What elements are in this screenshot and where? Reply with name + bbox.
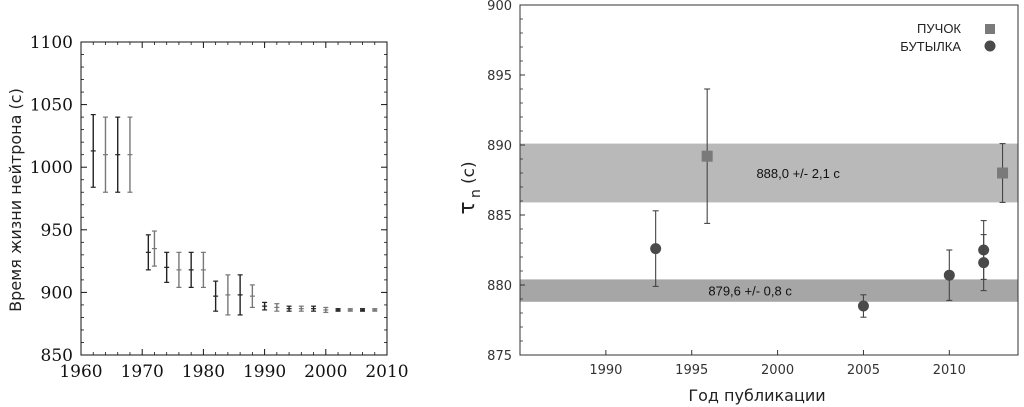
legend-circle-marker [984, 40, 996, 52]
left-x-tick-label: 1960 [59, 362, 102, 382]
right-data-point-group [997, 143, 1009, 203]
legend: ПУЧОК БУТЫЛКА [900, 21, 996, 54]
left-error-bar [360, 308, 366, 312]
beam-square-point [701, 150, 713, 162]
band-label: 888,0 +/- 2,1 с [756, 166, 840, 181]
left-y-tick-labels: 850 900 950 1000 1050 1100 [30, 33, 73, 366]
left-error-bar [213, 280, 219, 312]
left-error-bar [311, 305, 317, 312]
right-chart: 1990 1995 2000 2005 2010 875880885890895900 … [455, 0, 1019, 405]
right-y-tick-labels: 875 880 885 890 895 900 [487, 0, 512, 364]
left-error-bar [200, 251, 206, 288]
right-bands [520, 143, 1018, 302]
left-y-tick-label: 1100 [30, 33, 73, 53]
left-y-tick-label: 900 [41, 283, 73, 303]
right-y-tick-label: 900 [487, 0, 512, 14]
right-x-tick-labels: 1990 1995 2000 2005 2010 [589, 363, 966, 378]
right-y-axis-label: τ n (с) [455, 161, 484, 214]
band-label: 879,6 +/- 0,8 с [708, 284, 792, 299]
left-plot-frame [80, 41, 388, 356]
left-error-bar [176, 251, 182, 288]
left-error-bar [237, 274, 243, 316]
left-ticks [80, 41, 388, 356]
left-chart: 1960 1970 1980 1990 2000 2010 850 900 950 1000 10… [6, 33, 409, 382]
left-x-tick-label: 1970 [121, 362, 164, 382]
left-y-axis-label: Время жизни нейтрона (с) [6, 88, 25, 312]
right-x-tick-label: 1990 [589, 363, 622, 378]
left-x-tick-label: 1980 [182, 362, 225, 382]
right-data-point-group [978, 234, 990, 292]
left-error-bar [102, 116, 108, 193]
left-y-tick-label: 950 [41, 221, 73, 241]
left-error-bar [262, 301, 268, 311]
right-x-tick-label: 1995 [675, 363, 708, 378]
bottle-circle-point [943, 269, 955, 281]
right-x-tick-label: 2005 [847, 363, 880, 378]
bottle-circle-point [857, 300, 869, 312]
left-error-bar [225, 274, 231, 316]
right-y-tick-label: 880 [487, 279, 512, 294]
left-error-bar [249, 284, 255, 309]
left-error-bar [127, 116, 133, 193]
left-error-bar [188, 251, 194, 288]
y-axis-subscript: n [468, 189, 484, 198]
left-error-bar [323, 306, 329, 314]
left-error-bar [298, 305, 304, 312]
right-y-tick-label: 885 [487, 209, 512, 224]
bottle-circle-point [650, 243, 662, 255]
right-data-marks [650, 88, 1009, 318]
left-error-bar [115, 116, 121, 193]
left-x-tick-label: 1990 [243, 362, 286, 382]
beam-square-point [997, 167, 1009, 179]
uncertainty-band [520, 143, 1018, 203]
left-error-bar [286, 305, 292, 312]
legend-square-marker [985, 24, 995, 34]
right-y-tick-label: 875 [487, 349, 512, 364]
left-error-bar [164, 251, 170, 283]
left-x-tick-label: 2010 [365, 362, 408, 382]
right-ticks [520, 4, 950, 356]
left-y-tick-label: 1050 [30, 96, 73, 116]
left-y-tick-label: 850 [41, 346, 73, 366]
right-band-labels: 888,0 +/- 2,1 с 879,6 +/- 0,8 с [708, 166, 840, 299]
bottle-circle-point [978, 257, 990, 269]
right-x-tick-label: 2000 [761, 363, 794, 378]
left-y-tick-label: 1000 [30, 158, 73, 178]
left-data-marks [90, 114, 378, 316]
right-data-point-group [701, 88, 713, 224]
left-error-bar [145, 234, 151, 271]
left-error-bar [274, 303, 280, 312]
legend-label-beam: ПУЧОК [917, 21, 961, 36]
left-error-bar [372, 308, 378, 312]
left-error-bar [347, 308, 353, 312]
left-error-bar [90, 114, 96, 188]
right-data-point-group [857, 294, 869, 318]
y-axis-unit: (с) [459, 161, 479, 184]
right-y-tick-label: 895 [487, 69, 512, 84]
right-x-tick-label: 2010 [933, 363, 966, 378]
left-error-bar [151, 230, 157, 267]
right-y-tick-label: 890 [487, 139, 512, 154]
right-plot-frame [519, 4, 1019, 356]
left-x-tick-label: 2000 [304, 362, 347, 382]
left-error-bar [335, 308, 341, 312]
right-data-point-group [943, 249, 955, 301]
legend-label-bottle: БУТЫЛКА [900, 39, 961, 54]
left-x-tick-labels: 1960 1970 1980 1990 2000 2010 [59, 362, 408, 382]
right-data-point-group [650, 210, 662, 287]
uncertainty-band [520, 279, 1018, 302]
y-axis-tau-symbol: τ [455, 201, 480, 214]
right-x-axis-label: Год публикации [688, 386, 825, 405]
